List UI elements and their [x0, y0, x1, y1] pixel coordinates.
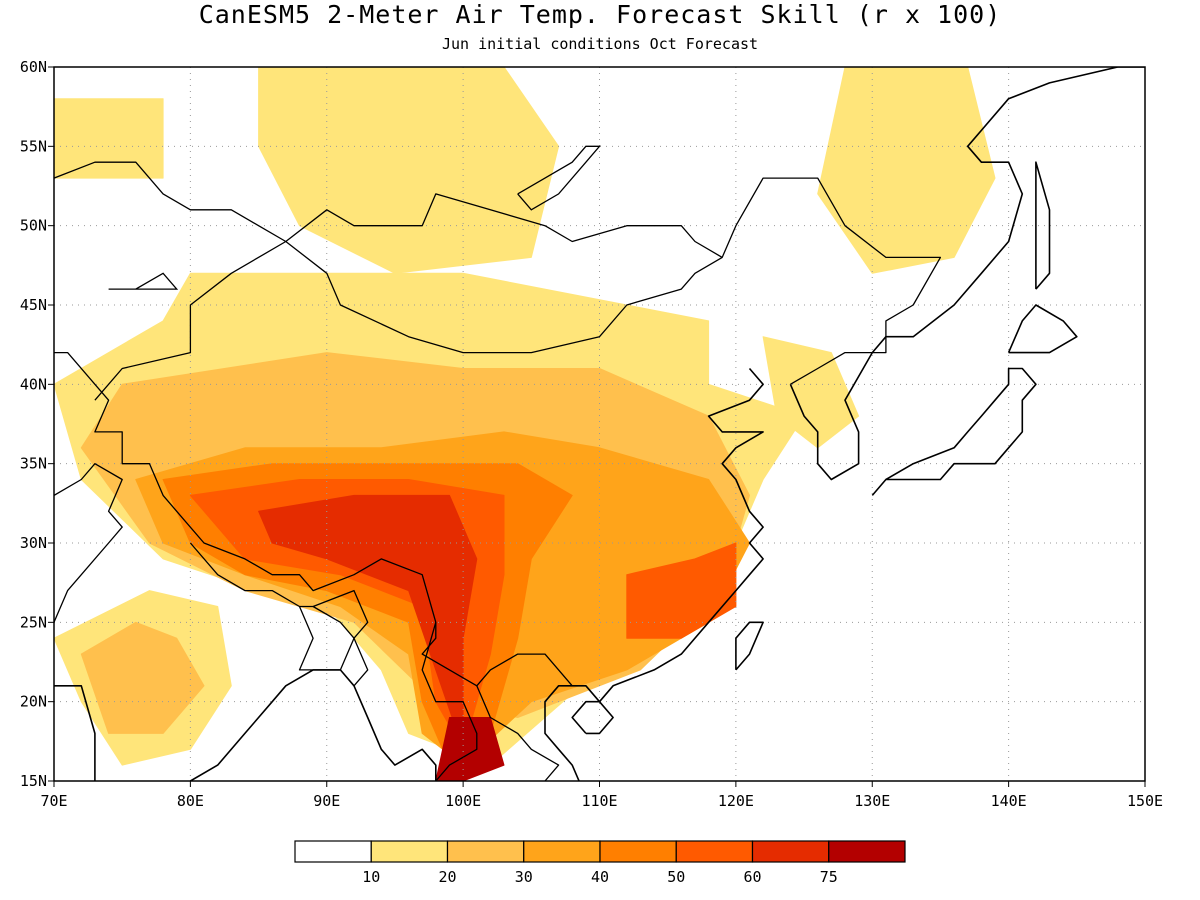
skill-region-korea-east — [762, 336, 860, 449]
colorbar-label-10: 10 — [362, 868, 380, 886]
lon-label-70E: 70E — [40, 792, 67, 810]
colorbar-label-75: 75 — [820, 868, 838, 886]
coastlines — [54, 67, 1145, 781]
lat-label-20N: 20N — [20, 693, 47, 711]
skill-region-southeast-china — [626, 542, 737, 639]
colorbar-swatch-7 — [828, 840, 906, 863]
border-myanmar-thai — [421, 622, 478, 781]
lon-label-90E: 90E — [313, 792, 340, 810]
lon-label-80E: 80E — [177, 792, 204, 810]
colorbar-swatch-3 — [523, 840, 601, 863]
lat-label-35N: 35N — [20, 455, 47, 473]
lat-label-40N: 40N — [20, 375, 47, 393]
lat-label-60N: 60N — [20, 58, 47, 76]
coastline-india-coast — [54, 684, 96, 781]
lat-label-15N: 15N — [20, 772, 47, 790]
skill-region-indochina-core — [435, 717, 505, 781]
coastline-korea — [789, 67, 1118, 481]
lon-label-100E: 100E — [445, 792, 481, 810]
colorbar-label-50: 50 — [667, 868, 685, 886]
border-mongolia-north — [285, 193, 723, 258]
coastline-taiwan — [735, 621, 764, 671]
border-laos-vietnam — [476, 685, 560, 781]
coastline-bay-of-bengal — [189, 669, 437, 781]
lon-label-110E: 110E — [581, 792, 617, 810]
lat-label-50N: 50N — [20, 217, 47, 235]
coastline-japan-honshu — [871, 367, 1037, 496]
border-kazakh — [54, 161, 287, 243]
skill-region-northeast-asia — [817, 67, 996, 274]
coastline-sakhalin — [1035, 161, 1051, 290]
lon-label-140E: 140E — [991, 792, 1027, 810]
border-pakistan — [54, 463, 123, 623]
map-subtitle: Jun initial conditions Oct Forecast — [441, 35, 759, 53]
colorbar-label-20: 20 — [438, 868, 456, 886]
lat-label-55N: 55N — [20, 137, 47, 155]
lake-baikal — [517, 145, 601, 211]
lat-label-45N: 45N — [20, 296, 47, 314]
lat-label-25N: 25N — [20, 613, 47, 631]
colorbar-swatch-0 — [294, 840, 372, 863]
lon-label-120E: 120E — [718, 792, 754, 810]
coastline-hainan — [571, 700, 614, 735]
colorbar-swatch-5 — [675, 840, 754, 863]
colorbar-swatch-4 — [599, 840, 677, 863]
skill-region-siberia-north — [54, 98, 164, 179]
colorbar-label-30: 30 — [515, 868, 533, 886]
skill-region-mongolia-north — [258, 67, 560, 274]
lon-label-130E: 130E — [854, 792, 890, 810]
colorbar: 10 20 30 40 50 60 75 — [294, 840, 906, 886]
skill-region-india-central — [80, 621, 205, 734]
border-bangladesh — [298, 605, 355, 671]
colorbar-swatch-6 — [751, 840, 830, 863]
lake-balkhash — [108, 272, 179, 290]
lat-label-30N: 30N — [20, 534, 47, 552]
border-central-asia — [54, 351, 573, 687]
coastline-japan-hokkaido — [1007, 304, 1078, 354]
border-china-north — [94, 177, 942, 401]
axis-ticks: 70E 80E 90E 100E 110E 120E 130E 140E 150E 15N 20N 2… — [20, 58, 1163, 810]
colorbar-label-60: 60 — [743, 868, 761, 886]
coastline-asia-east-coast — [544, 367, 764, 781]
colorbar-label-40: 40 — [591, 868, 609, 886]
colorbar-swatch-1 — [370, 840, 449, 863]
colorbar-swatch-2 — [446, 840, 525, 863]
map-title: CanESM5 2-Meter Air Temp. Forecast Skill… — [198, 0, 1002, 29]
lon-label-150E: 150E — [1127, 792, 1163, 810]
skill-shading — [54, 67, 996, 781]
